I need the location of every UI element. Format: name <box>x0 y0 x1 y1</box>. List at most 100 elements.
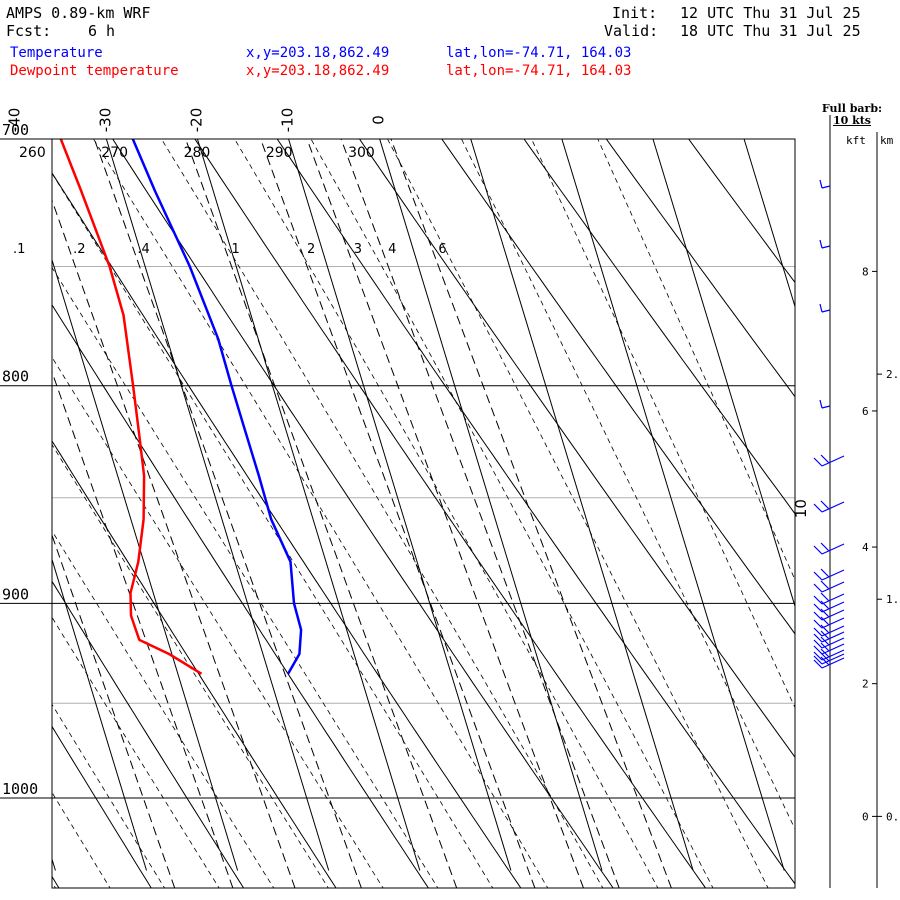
wind-barb <box>813 656 845 669</box>
mixing-ratio-line <box>340 139 620 888</box>
dry-adiabat-line <box>194 139 707 888</box>
theta-label: 280 <box>184 145 211 161</box>
km-tick-label: 0. <box>886 810 899 823</box>
dry-adiabat-line <box>605 139 795 398</box>
kft-tick-label: 4 <box>862 541 869 554</box>
moist-adiabat-line <box>597 139 795 581</box>
valid-value: 18 UTC Thu 31 Jul 25 <box>680 22 861 40</box>
dry-adiabat-line <box>687 139 795 284</box>
height-axis: kft km 0 2 4 6 8 0. 1. 2. <box>829 115 899 888</box>
kft-tick-label: 8 <box>862 265 869 278</box>
kft-tick-label: 0 <box>862 810 869 823</box>
moist-adiabat-line <box>387 139 769 888</box>
legend-dewpoint-xy: x,y=203.18,862.49 <box>246 63 390 79</box>
km-tick-label: 2. <box>886 368 899 381</box>
dry-adiabat-line <box>52 172 522 888</box>
model-title: AMPS 0.89-km WRF <box>6 4 151 22</box>
legend-temperature-name: Temperature <box>10 45 103 61</box>
km-axis-label: km <box>880 134 894 147</box>
mixing-ratio-label: 1 <box>231 242 239 257</box>
wind-barb-key: Full barb: 10 kts <box>812 103 892 127</box>
wind-barb <box>813 580 845 593</box>
wind-barb <box>813 652 845 665</box>
moist-adiabat-line <box>52 616 220 888</box>
legend-temperature-xy: x,y=203.18,862.49 <box>246 45 390 61</box>
legend-temperature-latlon: lat,lon=-74.71, 164.03 <box>446 45 632 61</box>
wind-barb <box>819 179 831 189</box>
isotherm-line <box>561 139 785 871</box>
mixing-ratio-label: 4 <box>388 242 396 257</box>
theta-label: 270 <box>101 145 128 161</box>
moist-adiabat-line <box>310 139 714 888</box>
isotherm-line <box>52 857 56 871</box>
dry-adiabat-line <box>52 304 430 888</box>
isotherm-label: -10 <box>279 108 297 133</box>
wind-barb <box>813 616 845 629</box>
pressure-tick-label: 800 <box>2 368 29 386</box>
moist-adiabat-line <box>52 266 439 888</box>
legend-dewpoint-latlon: lat,lon=-74.71, 164.03 <box>446 63 632 79</box>
wind-barb <box>813 454 845 467</box>
moist-adiabat-line <box>52 443 329 888</box>
wind-barb <box>813 600 845 613</box>
isotherm-line <box>470 139 694 871</box>
dry-adiabat-line <box>112 139 614 888</box>
forecast-value: 6 h <box>88 22 116 40</box>
axis-labels: 7008009001000.05.1.2.4123462202302402502… <box>2 108 810 798</box>
mixing-ratio-label: 6 <box>438 242 446 257</box>
isotherm-label: 10 <box>792 499 810 518</box>
pressure-tick-label: 1000 <box>2 780 38 798</box>
wind-barb <box>819 303 831 313</box>
wind-barb <box>819 399 831 409</box>
isotherm-line <box>743 139 795 309</box>
isotherm-line <box>379 139 603 871</box>
isotherm-line <box>52 258 239 871</box>
theta-label: 300 <box>348 145 375 161</box>
moist-adiabat-line <box>161 139 604 888</box>
theta-label: 290 <box>266 145 293 161</box>
mixing-ratio-label: .1 <box>13 242 25 257</box>
isotherm-line <box>652 139 795 608</box>
background-lines <box>52 139 795 888</box>
dry-adiabat-line <box>276 139 795 885</box>
moist-adiabat-line <box>52 356 384 888</box>
wind-barb <box>819 239 831 249</box>
wind-barb <box>813 630 845 643</box>
forecast-label: Fcst: <box>6 22 52 40</box>
wind-barb <box>813 608 845 621</box>
profile-series <box>59 139 303 675</box>
moist-adiabat-line <box>52 881 57 888</box>
isotherm-label: -20 <box>187 108 205 133</box>
wind-barb <box>813 642 845 655</box>
wind-barb <box>813 624 845 637</box>
wind-barb <box>813 636 845 649</box>
pressure-tick-label: 900 <box>2 585 29 603</box>
dry-adiabat-line <box>358 139 795 759</box>
isotherm-line <box>105 139 330 871</box>
isotherm-label: -40 <box>5 108 23 133</box>
kft-tick-label: 2 <box>862 678 869 691</box>
init-label: Init: <box>612 4 658 22</box>
dry-adiabat-line <box>52 725 152 888</box>
isotherm-line <box>52 557 148 871</box>
moist-adiabat-line <box>531 139 795 709</box>
kft-tick-label: 6 <box>862 405 869 418</box>
moist-adiabat-line <box>461 139 795 831</box>
mixing-ratio-label: 3 <box>354 242 362 257</box>
km-tick-label: 1. <box>886 593 899 606</box>
mixing-ratio-line <box>52 533 176 888</box>
plot-frame <box>51 138 796 889</box>
wind-barb-key-line2: 10 kts <box>832 114 872 127</box>
mixing-ratio-line <box>93 139 362 888</box>
mixing-ratio-label: .4 <box>137 242 149 257</box>
mixing-ratio-line <box>52 370 234 888</box>
init-value: 12 UTC Thu 31 Jul 25 <box>680 4 861 22</box>
legend-dewpoint-name: Dewpoint temperature <box>10 63 179 79</box>
mixing-ratio-label: 2 <box>307 242 315 257</box>
pressure-tick-label: 700 <box>2 121 29 139</box>
moist-adiabat-line <box>52 172 494 888</box>
dry-adiabat-line <box>52 580 245 888</box>
temperature-profile <box>131 139 303 675</box>
valid-label: Valid: <box>604 22 659 40</box>
